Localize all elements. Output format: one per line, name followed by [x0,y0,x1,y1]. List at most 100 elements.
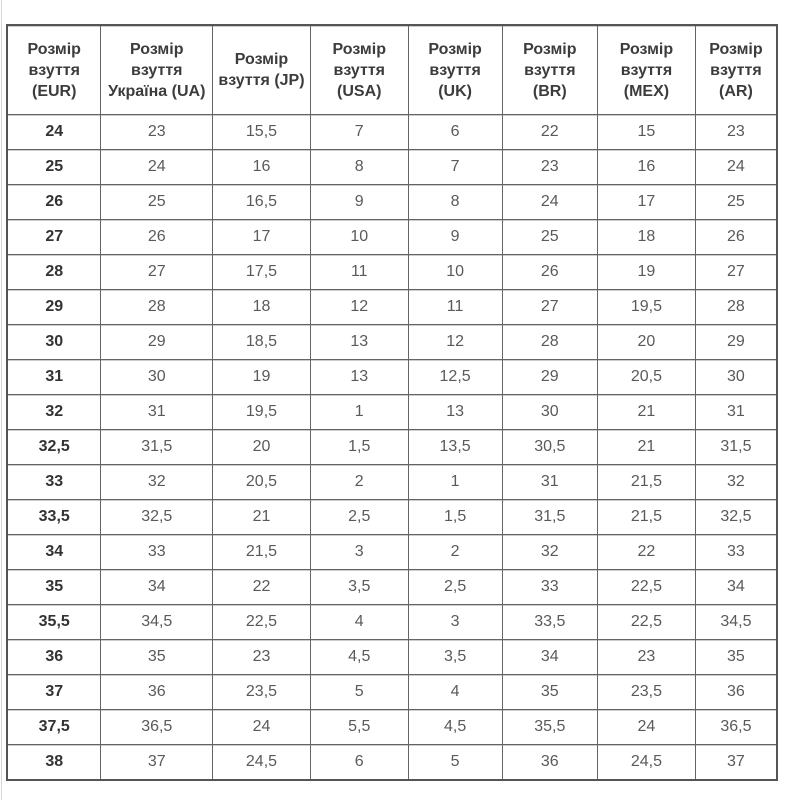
table-cell: 31 [501,464,599,500]
column-header: Розмір взуття (USA) [309,24,409,115]
table-cell: 21 [597,429,696,465]
table-cell: 24 [694,149,778,185]
table-cell: 34 [100,569,214,605]
table-cell: 12 [407,324,503,360]
table-cell: 32,5 [694,499,778,535]
table-cell: 28 [694,289,778,325]
row-header-cell: 37,5 [6,709,102,745]
table-row: 36 35 23 4,5 3,5 34 23 35 [6,639,778,675]
table-cell: 32 [694,464,778,500]
table-cell: 22 [212,569,311,605]
table-cell: 33 [694,534,778,570]
table-cell: 12,5 [407,359,503,395]
table-row: 28 27 17,5 11 10 26 19 27 [6,254,778,290]
table-cell: 3,5 [407,639,503,675]
table-cell: 15 [597,114,696,150]
table-cell: 19 [212,359,311,395]
table-cell: 24 [212,709,311,745]
table-cell: 18 [212,289,311,325]
table-cell: 27 [694,254,778,290]
table-cell: 22 [597,534,696,570]
table-cell: 15,5 [212,114,311,150]
table-cell: 19 [597,254,696,290]
table-cell: 23 [212,639,311,675]
table-row: 38 37 24,5 6 5 36 24,5 37 [6,744,778,781]
table-cell: 31,5 [100,429,214,465]
table-cell: 23 [597,639,696,675]
table-cell: 12 [309,289,409,325]
row-header-cell: 35 [6,569,102,605]
table-cell: 24 [100,149,214,185]
column-header: Розмір взуття (JP) [212,24,311,115]
table-cell: 24,5 [597,744,696,781]
table-row: 35 34 22 3,5 2,5 33 22,5 34 [6,569,778,605]
column-header: Розмір взуття (BR) [501,24,599,115]
table-cell: 2,5 [407,569,503,605]
column-header: Розмір взуття (EUR) [6,24,102,115]
table-cell: 20,5 [597,359,696,395]
table-cell: 2 [407,534,503,570]
table-cell: 10 [309,219,409,255]
row-header-cell: 35,5 [6,604,102,640]
column-header: Розмір взуття (UK) [407,24,503,115]
table-row: 35,5 34,5 22,5 4 3 33,5 22,5 34,5 [6,604,778,640]
table-cell: 1 [407,464,503,500]
table-cell: 11 [407,289,503,325]
table-body: 24 23 15,5 7 6 22 15 23 25 24 16 8 7 23 16 24 26 25 16,5 9 8… [6,114,778,781]
row-header-cell: 34 [6,534,102,570]
table-cell: 8 [309,149,409,185]
table-cell: 16 [212,149,311,185]
table-cell: 35 [100,639,214,675]
table-cell: 35 [501,674,599,710]
table-cell: 33 [100,534,214,570]
table-cell: 4 [407,674,503,710]
row-header-cell: 37 [6,674,102,710]
table-cell: 9 [407,219,503,255]
table-cell: 21 [597,394,696,430]
row-header-cell: 32 [6,394,102,430]
table-cell: 9 [309,184,409,220]
table-cell: 1 [309,394,409,430]
table-cell: 29 [501,359,599,395]
table-cell: 29 [694,324,778,360]
table-cell: 23,5 [597,674,696,710]
table-row: 24 23 15,5 7 6 22 15 23 [6,114,778,150]
row-header-cell: 28 [6,254,102,290]
table-cell: 6 [407,114,503,150]
table-cell: 17 [597,184,696,220]
row-header-cell: 26 [6,184,102,220]
table-cell: 28 [501,324,599,360]
table-cell: 3,5 [309,569,409,605]
table-cell: 30 [501,394,599,430]
table-row: 30 29 18,5 13 12 28 20 29 [6,324,778,360]
table-cell: 30 [100,359,214,395]
table-cell: 29 [100,324,214,360]
table-cell: 35 [694,639,778,675]
table-cell: 24 [597,709,696,745]
table-cell: 21,5 [212,534,311,570]
table-cell: 33 [501,569,599,605]
table-cell: 16,5 [212,184,311,220]
table-cell: 22,5 [597,569,696,605]
table-cell: 36 [694,674,778,710]
table-cell: 4,5 [309,639,409,675]
table-row: 34 33 21,5 3 2 32 22 33 [6,534,778,570]
table-cell: 36,5 [100,709,214,745]
table-cell: 26 [694,219,778,255]
table-cell: 22,5 [597,604,696,640]
row-header-cell: 25 [6,149,102,185]
table-cell: 35,5 [501,709,599,745]
table-cell: 30 [694,359,778,395]
table-cell: 19,5 [597,289,696,325]
row-header-cell: 29 [6,289,102,325]
table-cell: 7 [407,149,503,185]
table-cell: 32 [501,534,599,570]
row-header-cell: 32,5 [6,429,102,465]
table-cell: 23 [100,114,214,150]
table-cell: 36 [100,674,214,710]
table-cell: 34,5 [100,604,214,640]
table-cell: 27 [100,254,214,290]
table-row: 25 24 16 8 7 23 16 24 [6,149,778,185]
table-cell: 34,5 [694,604,778,640]
table-cell: 25 [694,184,778,220]
